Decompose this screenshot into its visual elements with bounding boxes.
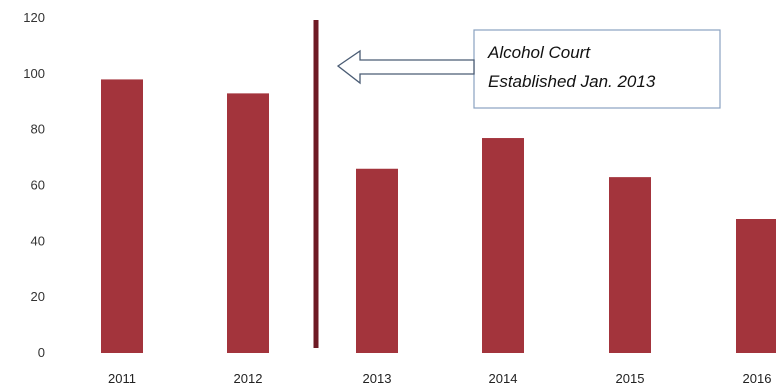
callout-line-2: Established Jan. 2013 bbox=[488, 72, 656, 91]
bars bbox=[101, 79, 776, 354]
x-label-2012: 2012 bbox=[234, 371, 263, 386]
y-tick-label: 0 bbox=[38, 345, 45, 360]
y-axis-tick-labels: 0 20 40 60 80 100 120 bbox=[23, 10, 45, 360]
y-tick-label: 80 bbox=[31, 122, 45, 137]
annotation-callout: Alcohol Court Established Jan. 2013 bbox=[336, 29, 721, 109]
y-tick-label: 20 bbox=[31, 289, 45, 304]
x-axis-category-labels: 2011 2012 2013 2014 2015 2016 bbox=[108, 371, 771, 386]
y-tick-label: 100 bbox=[23, 66, 45, 81]
x-label-2013: 2013 bbox=[363, 371, 392, 386]
callout-line-1: Alcohol Court bbox=[487, 43, 591, 62]
y-tick-label: 40 bbox=[31, 233, 45, 248]
bar-2012 bbox=[227, 93, 269, 353]
callout-box bbox=[473, 29, 721, 109]
bar-2011 bbox=[101, 79, 143, 354]
x-label-2015: 2015 bbox=[616, 371, 645, 386]
x-label-2011: 2011 bbox=[108, 371, 136, 386]
x-label-2016: 2016 bbox=[743, 371, 772, 386]
bar-2014 bbox=[482, 138, 524, 353]
y-tick-label: 60 bbox=[31, 178, 45, 193]
bar-2013 bbox=[356, 168, 398, 353]
bar-2015 bbox=[609, 177, 651, 353]
x-label-2014: 2014 bbox=[489, 371, 518, 386]
callout-arrow-icon bbox=[336, 49, 475, 85]
y-tick-label: 120 bbox=[23, 10, 45, 25]
bar-2016 bbox=[736, 219, 776, 353]
